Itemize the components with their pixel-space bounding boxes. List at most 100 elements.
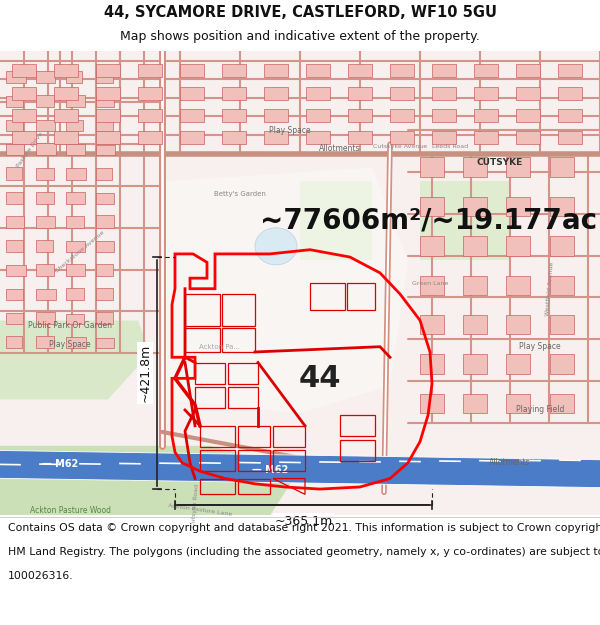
Bar [474, 109, 498, 122]
Bar [96, 264, 113, 276]
Bar [66, 168, 86, 179]
Bar [36, 71, 55, 83]
Text: CUTSYKE: CUTSYKE [477, 158, 523, 167]
Text: Green Lane: Green Lane [412, 281, 448, 286]
Polygon shape [0, 321, 150, 399]
Bar [36, 336, 54, 348]
Bar [6, 168, 22, 179]
Text: — M62: — M62 [252, 465, 288, 475]
Bar [348, 109, 372, 122]
Bar [96, 71, 113, 83]
Bar [222, 109, 246, 122]
Polygon shape [0, 451, 600, 488]
Bar [474, 131, 498, 144]
Bar [264, 87, 288, 100]
Text: Play Space: Play Space [269, 126, 311, 135]
Text: Cutsyke Road: Cutsyke Road [191, 483, 199, 526]
Bar [558, 64, 582, 78]
Text: 44: 44 [299, 364, 341, 393]
Bar [6, 71, 26, 83]
Bar [306, 109, 330, 122]
Bar [432, 109, 456, 122]
Text: Leeds Road: Leeds Road [432, 144, 468, 149]
Bar [506, 276, 530, 295]
Bar [420, 158, 444, 177]
Bar [36, 289, 56, 300]
Bar [6, 120, 23, 131]
Bar [390, 131, 414, 144]
Text: Public Park Or Garden: Public Park Or Garden [28, 321, 112, 330]
Bar [390, 87, 414, 100]
Bar [550, 236, 574, 256]
Bar [474, 87, 498, 100]
Bar [420, 276, 444, 295]
Polygon shape [0, 446, 300, 516]
Text: Map shows position and indicative extent of the property.: Map shows position and indicative extent… [120, 31, 480, 43]
Bar [180, 131, 204, 144]
Bar [474, 64, 498, 78]
Bar [36, 239, 53, 252]
Text: ~421.8m: ~421.8m [139, 344, 151, 402]
Text: Westfield Avenue: Westfield Avenue [545, 261, 555, 316]
Bar [66, 216, 84, 227]
Bar [36, 192, 53, 204]
Text: 44, SYCAMORE DRIVE, CASTLEFORD, WF10 5GU: 44, SYCAMORE DRIVE, CASTLEFORD, WF10 5GU [104, 5, 497, 20]
Bar [96, 120, 113, 131]
Bar [12, 87, 36, 100]
Bar [348, 87, 372, 100]
Bar [463, 236, 487, 256]
Text: Allotments: Allotments [319, 144, 361, 153]
Bar [12, 64, 36, 78]
Bar [264, 131, 288, 144]
Bar [36, 95, 54, 107]
Bar [432, 64, 456, 78]
Text: Betty's Garden: Betty's Garden [214, 191, 266, 197]
Bar [420, 354, 444, 374]
Bar [420, 197, 444, 216]
Bar [516, 64, 540, 78]
Bar [66, 264, 85, 276]
Bar [96, 131, 120, 144]
Bar [96, 144, 115, 156]
Bar [96, 64, 120, 78]
Bar [550, 276, 574, 295]
Bar [54, 131, 78, 144]
Bar [6, 96, 23, 107]
Polygon shape [0, 51, 600, 154]
Text: Contains OS data © Crown copyright and database right 2021. This information is : Contains OS data © Crown copyright and d… [8, 523, 600, 533]
Bar [6, 216, 24, 227]
Bar [54, 64, 78, 78]
Bar [463, 315, 487, 334]
Bar [180, 64, 204, 78]
Bar [463, 197, 487, 216]
Bar [36, 168, 54, 179]
Bar [36, 143, 56, 156]
Bar [138, 131, 162, 144]
Bar [96, 312, 113, 324]
Bar [180, 87, 204, 100]
Bar [96, 241, 114, 252]
Bar [420, 394, 444, 413]
Bar [6, 241, 23, 252]
Text: Ackton Pasture Wood: Ackton Pasture Wood [29, 506, 110, 514]
Bar [36, 119, 55, 131]
Bar [96, 168, 112, 179]
Bar [506, 158, 530, 177]
Bar [516, 87, 540, 100]
Bar [550, 354, 574, 374]
Bar [550, 394, 574, 413]
Bar [36, 216, 55, 227]
Bar [138, 87, 162, 100]
Polygon shape [420, 181, 510, 260]
Bar [96, 109, 120, 122]
Bar [306, 131, 330, 144]
Ellipse shape [255, 228, 297, 265]
Bar [66, 337, 86, 348]
Bar [550, 197, 574, 216]
Bar [306, 87, 330, 100]
Polygon shape [162, 168, 408, 413]
Bar [463, 158, 487, 177]
Bar [12, 109, 36, 122]
Text: Ackton Pasture Lane: Ackton Pasture Lane [168, 503, 232, 517]
Bar [66, 192, 85, 204]
